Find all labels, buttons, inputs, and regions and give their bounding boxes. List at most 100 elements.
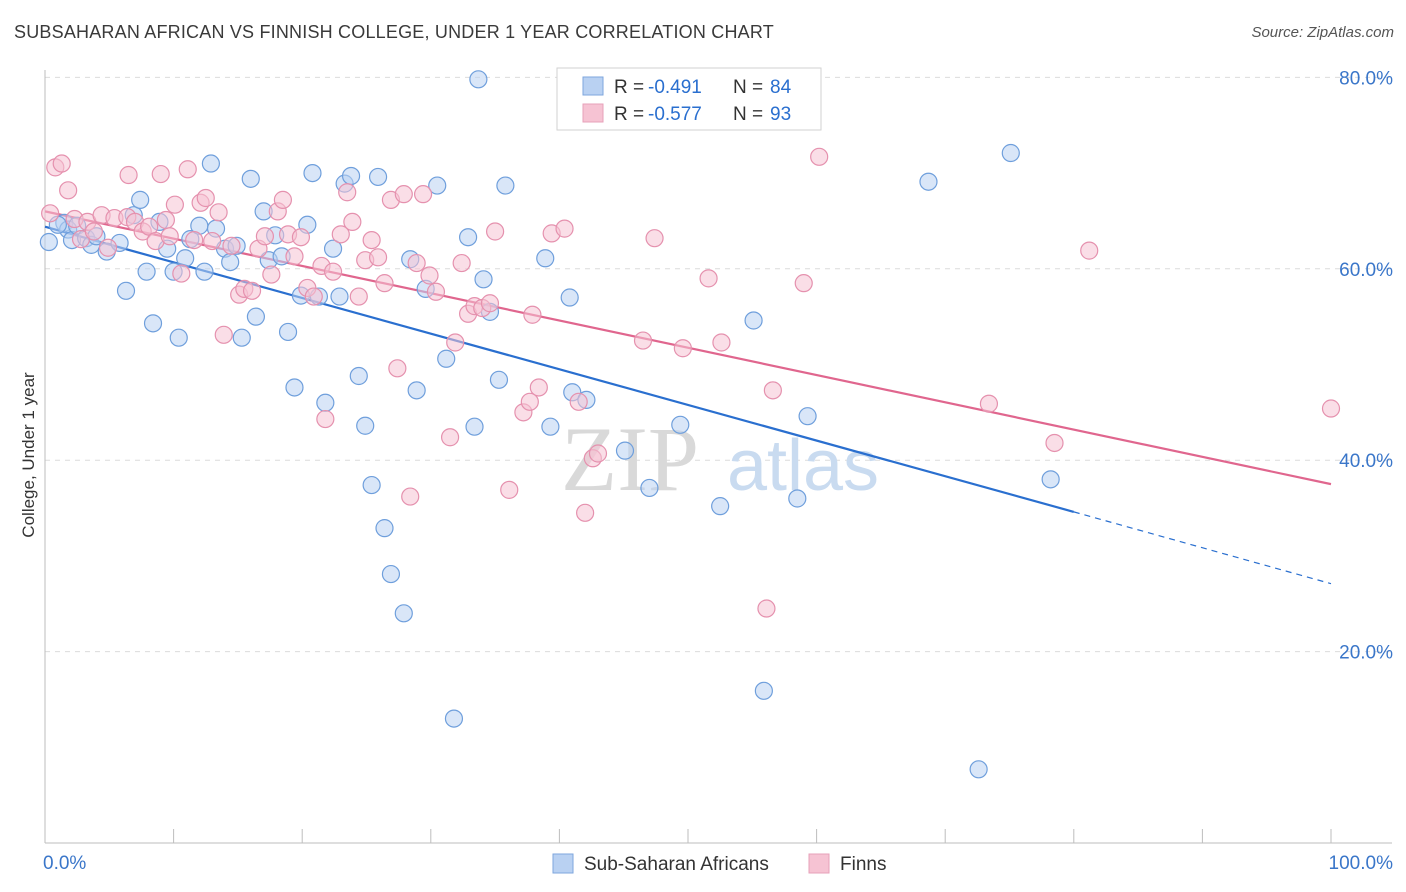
point-finns xyxy=(588,444,608,463)
axis-labels: 20.0% 40.0% 60.0% 80.0% 0.0% 100.0% College, U… xyxy=(19,68,1393,874)
legend-bottom: Sub-Saharan Africans Finns xyxy=(552,853,886,875)
point-finns xyxy=(394,185,413,204)
point-sub-saharan xyxy=(221,253,240,272)
point-sub-saharan xyxy=(278,322,298,342)
point-finns xyxy=(165,195,184,214)
point-finns xyxy=(222,236,241,255)
point-sub-saharan xyxy=(176,249,195,268)
point-finns xyxy=(178,160,197,179)
point-sub-saharan xyxy=(39,232,58,252)
point-sub-saharan xyxy=(458,228,478,247)
point-finns xyxy=(1045,433,1064,453)
legend-n-label-1: N = xyxy=(733,77,763,98)
legend-n-label-2: N = xyxy=(733,104,763,125)
point-finns xyxy=(375,274,394,293)
point-sub-saharan xyxy=(444,709,464,728)
x-tick-label-max: 100.0% xyxy=(1329,853,1394,874)
point-sub-saharan xyxy=(788,489,807,508)
point-finns xyxy=(151,164,170,184)
point-sub-saharan xyxy=(341,166,361,186)
point-finns xyxy=(368,248,388,267)
point-sub-saharan xyxy=(285,378,304,397)
point-finns xyxy=(712,333,731,352)
y-axis-label: College, Under 1 year xyxy=(19,372,38,538)
point-sub-saharan xyxy=(407,381,426,400)
legend-n-value-2: 93 xyxy=(770,104,791,125)
point-sub-saharan xyxy=(137,262,156,281)
point-finns xyxy=(349,287,368,306)
point-sub-saharan xyxy=(330,287,349,306)
point-finns xyxy=(529,378,548,397)
legend-bottom-label-blue: Sub-Saharan Africans xyxy=(584,854,769,875)
chart-title: SUBSAHARAN AFRICAN VS FINNISH COLLEGE, U… xyxy=(14,22,774,42)
point-finns xyxy=(555,219,574,238)
point-sub-saharan xyxy=(131,190,150,209)
point-finns xyxy=(486,222,505,241)
point-finns xyxy=(209,203,228,222)
point-sub-saharan xyxy=(195,262,214,281)
point-finns xyxy=(323,262,343,281)
y-tick-label-40: 40.0% xyxy=(1339,451,1393,472)
point-sub-saharan xyxy=(241,169,260,188)
point-finns xyxy=(41,204,60,223)
legend-r-value-1: -0.491 xyxy=(648,77,702,98)
point-sub-saharan xyxy=(368,167,388,187)
grid-lines xyxy=(45,76,1392,653)
point-sub-saharan xyxy=(489,370,509,389)
point-sub-saharan xyxy=(798,407,817,426)
point-sub-saharan xyxy=(381,564,401,584)
point-finns xyxy=(440,428,460,447)
point-finns xyxy=(763,381,782,400)
point-finns xyxy=(255,227,275,246)
legend-r-label-1: R = xyxy=(614,77,644,98)
point-finns xyxy=(452,253,471,273)
point-sub-saharan xyxy=(246,307,266,326)
point-finns xyxy=(156,210,175,230)
y-tick-label-20: 20.0% xyxy=(1339,643,1393,664)
point-finns xyxy=(401,487,420,506)
point-finns xyxy=(59,181,78,200)
point-finns xyxy=(633,331,653,350)
point-sub-saharan xyxy=(671,415,690,434)
zipatlas-watermark: ZIP atlas xyxy=(561,408,879,510)
point-finns xyxy=(480,294,500,313)
point-finns xyxy=(84,222,103,241)
point-sub-saharan xyxy=(615,441,635,460)
series-sub-saharan-africans xyxy=(39,70,1060,779)
point-finns xyxy=(426,282,446,301)
point-finns xyxy=(98,238,118,257)
point-finns xyxy=(979,394,999,413)
point-sub-saharan xyxy=(541,417,560,436)
point-sub-saharan xyxy=(394,604,413,623)
point-finns xyxy=(262,265,281,284)
point-sub-saharan xyxy=(362,475,381,495)
point-sub-saharan xyxy=(143,314,163,333)
legend-bottom-swatch-pink xyxy=(808,853,830,874)
source-label: Source: ZipAtlas.com xyxy=(1251,24,1394,41)
point-sub-saharan xyxy=(375,519,394,538)
point-sub-saharan xyxy=(116,281,136,300)
point-finns xyxy=(185,230,204,250)
point-finns xyxy=(172,264,191,283)
point-sub-saharan xyxy=(201,154,220,173)
point-sub-saharan xyxy=(169,328,188,347)
point-finns xyxy=(699,269,718,288)
legend-top-swatch-blue xyxy=(582,76,604,96)
point-finns xyxy=(420,266,439,285)
point-sub-saharan xyxy=(1041,470,1060,489)
trendline-sub-saharan xyxy=(44,225,1075,513)
point-sub-saharan xyxy=(474,270,493,289)
point-sub-saharan xyxy=(919,172,938,191)
legend-top-swatch-pink xyxy=(582,103,604,123)
point-finns xyxy=(500,480,519,499)
point-finns xyxy=(338,183,357,202)
point-finns xyxy=(446,333,465,352)
point-sub-saharan xyxy=(316,393,335,412)
point-sub-saharan xyxy=(754,681,773,700)
point-sub-saharan xyxy=(323,239,343,258)
point-finns xyxy=(523,305,542,324)
x-tick-label-min: 0.0% xyxy=(43,853,86,874)
point-sub-saharan xyxy=(349,366,368,386)
point-finns xyxy=(331,225,350,244)
point-sub-saharan xyxy=(469,70,488,89)
